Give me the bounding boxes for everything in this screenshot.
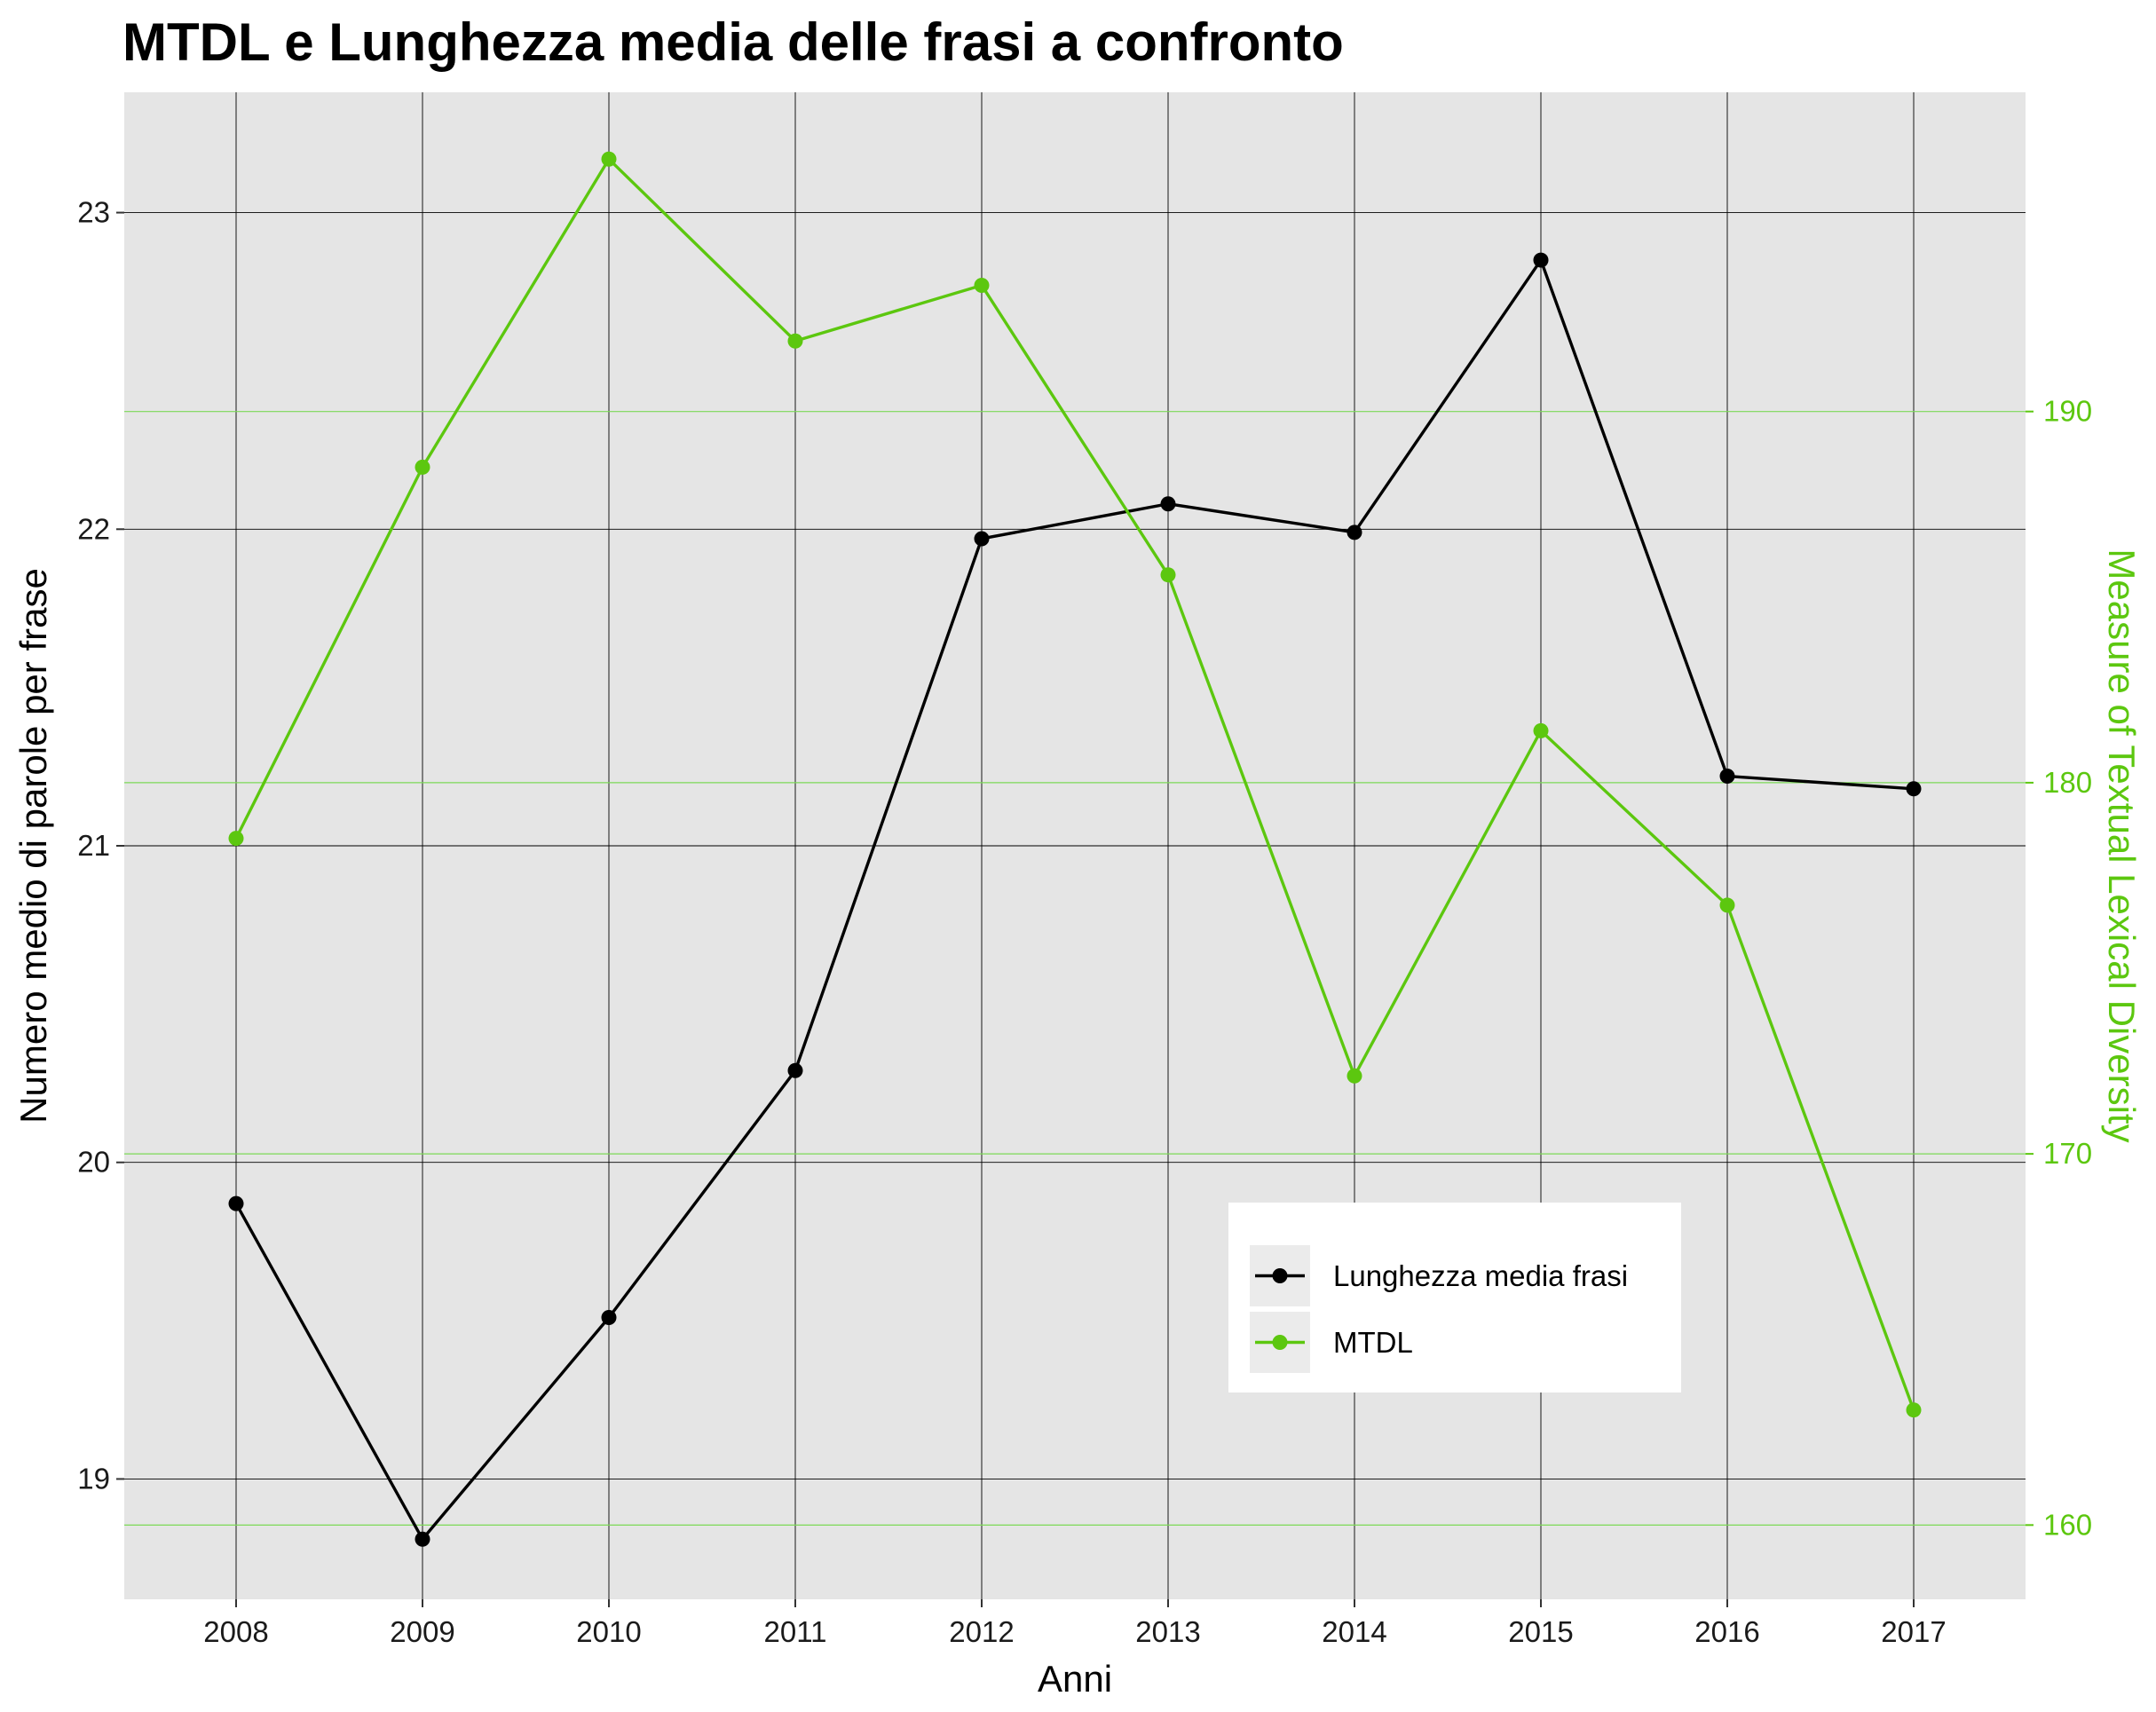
x-tick-label: 2014: [1322, 1615, 1386, 1648]
legend-key-point: [1272, 1335, 1288, 1350]
series-line-1: [234, 258, 1915, 1541]
y-tick-label-left: 19: [77, 1462, 110, 1495]
x-tick-label: 2011: [764, 1615, 827, 1648]
x-tick-label: 2012: [949, 1615, 1014, 1648]
x-tick-label: 2015: [1508, 1615, 1573, 1648]
axis-layer: 2008 2009 2010 2011 2012 2013 2014 2015 2016 2017…: [77, 196, 2092, 1648]
x-tick-label: 2008: [203, 1615, 268, 1648]
series-1-point: [1533, 252, 1549, 268]
series-2-point: [601, 151, 617, 167]
y-tick-label-right: 190: [2043, 395, 2092, 428]
y-tick-label-left: 21: [77, 829, 110, 862]
x-axis-title: Anni: [1038, 1658, 1112, 1700]
series-2-point: [415, 459, 430, 475]
x-tick-label: 2009: [390, 1615, 454, 1648]
series-2-point: [1347, 1068, 1362, 1084]
y-tick-label-right: 170: [2043, 1137, 2092, 1170]
x-tick-label: 2017: [1881, 1615, 1946, 1648]
series-1-point: [1719, 769, 1735, 785]
y-tick-label-right: 160: [2043, 1508, 2092, 1541]
series-1-point: [787, 1062, 803, 1078]
legend-label: MTDL: [1333, 1326, 1413, 1359]
y-axis-title-left: Numero medio di parole per frase: [12, 568, 54, 1124]
y-tick-label-left: 20: [77, 1146, 110, 1179]
series-1-point: [1906, 781, 1922, 797]
x-tick-label: 2010: [576, 1615, 641, 1648]
series-2-point: [1533, 722, 1549, 738]
y-tick-label-left: 22: [77, 512, 110, 545]
y-tick-label-right: 180: [2043, 766, 2092, 799]
series-1-point: [601, 1310, 617, 1326]
series-1-point: [974, 531, 990, 547]
series-2-point: [974, 277, 990, 293]
x-tick-label: 2016: [1694, 1615, 1759, 1648]
x-tick-label: 2013: [1135, 1615, 1200, 1648]
legend: Lunghezza media frasi MTDL: [1228, 1203, 1681, 1392]
legend-key-point: [1272, 1268, 1288, 1283]
series-1-point: [1347, 525, 1362, 540]
series-2-point: [1906, 1402, 1922, 1418]
chart-title: MTDL e Lunghezza media delle frasi a con…: [122, 12, 1344, 72]
series-2-point: [787, 333, 803, 349]
y-axis-title-right: Measure of Textual Lexical Diversity: [2101, 548, 2143, 1142]
series-1-point: [415, 1531, 430, 1547]
series-layer: [228, 151, 1922, 1547]
grid-layer: [124, 92, 2026, 1599]
series-2-point: [1719, 897, 1735, 913]
series-2-point: [228, 831, 244, 847]
series-1-point: [1160, 496, 1176, 512]
series-2-point: [1160, 567, 1176, 583]
legend-label: Lunghezza media frasi: [1333, 1259, 1628, 1292]
y-tick-label-left: 23: [77, 196, 110, 229]
series-line-2: [234, 157, 1915, 1411]
series-1-point: [228, 1195, 244, 1211]
